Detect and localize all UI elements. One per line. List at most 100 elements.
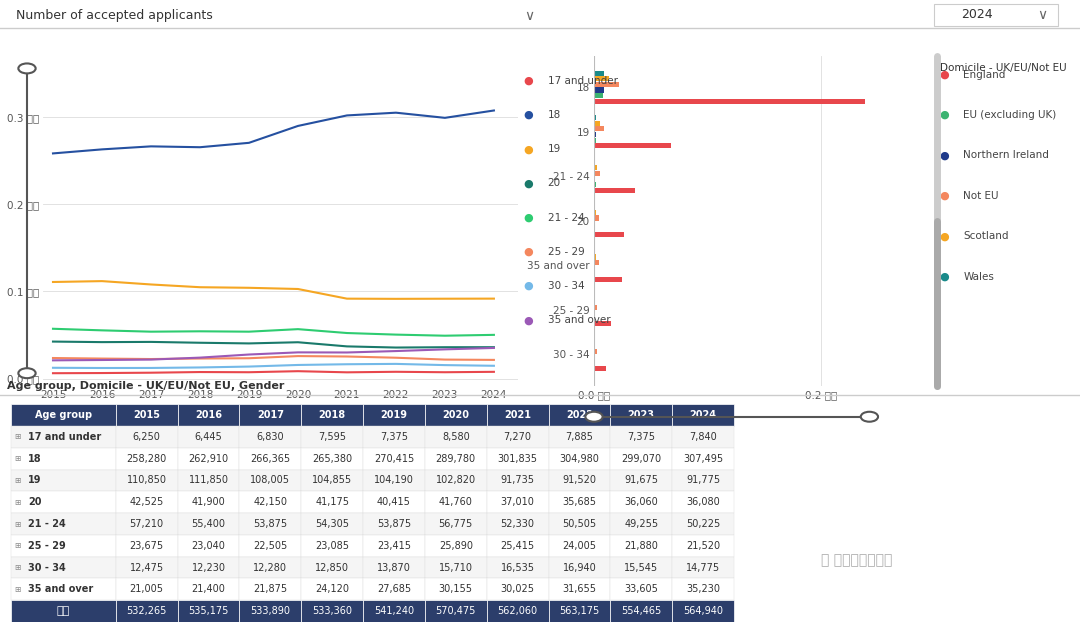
Text: 299,070: 299,070 xyxy=(621,453,661,464)
Text: 12,230: 12,230 xyxy=(191,562,226,573)
Text: 30,155: 30,155 xyxy=(438,584,473,595)
FancyBboxPatch shape xyxy=(240,470,301,491)
FancyBboxPatch shape xyxy=(240,404,301,426)
Text: 54,305: 54,305 xyxy=(315,519,349,529)
Text: 13,870: 13,870 xyxy=(377,562,410,573)
Text: 35,230: 35,230 xyxy=(686,584,720,595)
FancyBboxPatch shape xyxy=(301,535,363,557)
Text: 23,040: 23,040 xyxy=(191,541,226,551)
FancyBboxPatch shape xyxy=(487,404,549,426)
Text: 53,875: 53,875 xyxy=(377,519,411,529)
Bar xyxy=(594,160,595,165)
Text: 8,580: 8,580 xyxy=(442,432,470,442)
Text: ●: ● xyxy=(940,231,949,241)
Text: ●: ● xyxy=(940,272,949,282)
Text: 570,475: 570,475 xyxy=(435,606,476,616)
Text: 304,980: 304,980 xyxy=(559,453,599,464)
Bar xyxy=(594,210,596,215)
FancyBboxPatch shape xyxy=(487,426,549,448)
Text: 533,890: 533,890 xyxy=(251,606,291,616)
Text: ●: ● xyxy=(940,70,949,80)
Bar xyxy=(594,171,600,176)
Text: 25,415: 25,415 xyxy=(500,541,535,551)
Text: 31,655: 31,655 xyxy=(563,584,596,595)
Text: 564,940: 564,940 xyxy=(683,606,723,616)
Bar xyxy=(594,215,599,221)
FancyBboxPatch shape xyxy=(424,448,487,470)
Text: 50,225: 50,225 xyxy=(686,519,720,529)
Text: 35 and over: 35 and over xyxy=(28,584,93,595)
FancyBboxPatch shape xyxy=(424,535,487,557)
FancyBboxPatch shape xyxy=(363,491,424,513)
Text: 18: 18 xyxy=(548,110,561,120)
Text: 307,495: 307,495 xyxy=(683,453,724,464)
FancyBboxPatch shape xyxy=(116,491,177,513)
Text: 36,060: 36,060 xyxy=(624,497,658,508)
FancyBboxPatch shape xyxy=(549,470,610,491)
Text: ●: ● xyxy=(940,151,949,160)
Text: 24,005: 24,005 xyxy=(563,541,596,551)
Text: ●: ● xyxy=(940,110,949,120)
Bar xyxy=(594,137,596,142)
Text: 2024: 2024 xyxy=(689,410,716,420)
Text: 7,840: 7,840 xyxy=(689,432,717,442)
Text: 16,940: 16,940 xyxy=(563,562,596,573)
Text: 108,005: 108,005 xyxy=(251,475,291,486)
Text: 57,210: 57,210 xyxy=(130,519,164,529)
Text: ∨: ∨ xyxy=(1037,8,1048,22)
Text: 27,685: 27,685 xyxy=(377,584,411,595)
FancyBboxPatch shape xyxy=(11,404,116,426)
FancyBboxPatch shape xyxy=(363,404,424,426)
FancyBboxPatch shape xyxy=(424,578,487,600)
FancyBboxPatch shape xyxy=(240,578,301,600)
Text: Northern Ireland: Northern Ireland xyxy=(963,151,1050,160)
Text: 23,675: 23,675 xyxy=(130,541,164,551)
Text: 102,820: 102,820 xyxy=(435,475,476,486)
Text: ⊞: ⊞ xyxy=(14,563,21,572)
Text: 104,855: 104,855 xyxy=(312,475,352,486)
Text: ●: ● xyxy=(524,315,534,325)
FancyBboxPatch shape xyxy=(240,513,301,535)
Text: 30,025: 30,025 xyxy=(501,584,535,595)
Text: ⊞: ⊞ xyxy=(14,476,21,485)
Text: 53,875: 53,875 xyxy=(254,519,287,529)
Text: 554,465: 554,465 xyxy=(621,606,661,616)
Bar xyxy=(594,143,672,148)
FancyBboxPatch shape xyxy=(610,578,672,600)
FancyBboxPatch shape xyxy=(610,557,672,578)
Text: 24,120: 24,120 xyxy=(315,584,349,595)
FancyBboxPatch shape xyxy=(672,404,734,426)
Text: 16,535: 16,535 xyxy=(501,562,535,573)
Text: 23,415: 23,415 xyxy=(377,541,411,551)
Bar xyxy=(594,299,595,304)
Bar xyxy=(594,121,599,126)
Text: 265,380: 265,380 xyxy=(312,453,352,464)
FancyBboxPatch shape xyxy=(116,535,177,557)
FancyBboxPatch shape xyxy=(177,491,240,513)
Text: 56,775: 56,775 xyxy=(438,519,473,529)
Bar xyxy=(594,182,596,187)
Text: 12,850: 12,850 xyxy=(315,562,349,573)
FancyBboxPatch shape xyxy=(610,600,672,622)
FancyBboxPatch shape xyxy=(116,557,177,578)
FancyBboxPatch shape xyxy=(240,600,301,622)
Text: 91,735: 91,735 xyxy=(501,475,535,486)
Text: 289,780: 289,780 xyxy=(435,453,476,464)
FancyBboxPatch shape xyxy=(672,491,734,513)
Text: England: England xyxy=(963,70,1005,80)
Text: ⊞: ⊞ xyxy=(14,585,21,594)
FancyBboxPatch shape xyxy=(610,448,672,470)
Text: 12,475: 12,475 xyxy=(130,562,164,573)
Bar xyxy=(594,126,604,131)
FancyBboxPatch shape xyxy=(177,600,240,622)
Text: ⊞: ⊞ xyxy=(14,432,21,442)
FancyBboxPatch shape xyxy=(177,470,240,491)
Text: 15,545: 15,545 xyxy=(624,562,659,573)
FancyBboxPatch shape xyxy=(549,513,610,535)
Text: Scotland: Scotland xyxy=(963,231,1009,241)
Text: 7,595: 7,595 xyxy=(319,432,347,442)
FancyBboxPatch shape xyxy=(11,600,116,622)
Text: 23,085: 23,085 xyxy=(315,541,349,551)
Text: ⊞: ⊞ xyxy=(14,498,21,507)
FancyBboxPatch shape xyxy=(549,557,610,578)
